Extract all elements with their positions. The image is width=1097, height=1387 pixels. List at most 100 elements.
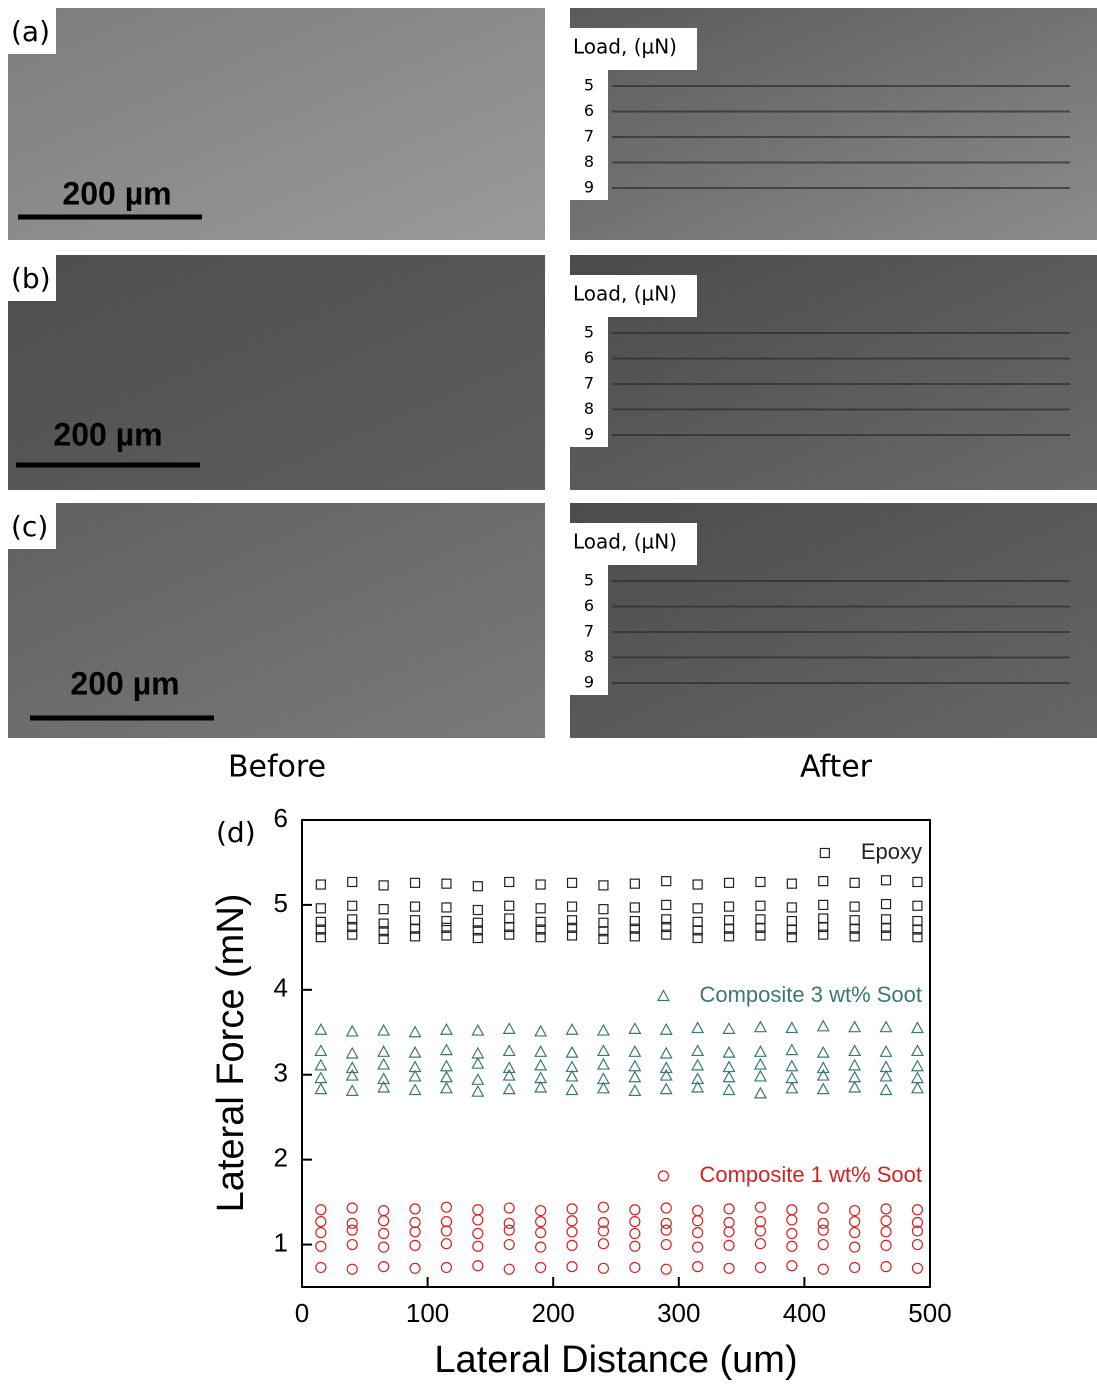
legend-label: Composite 1 wt% Soot <box>699 1162 922 1187</box>
point <box>535 903 546 914</box>
point <box>598 926 609 937</box>
point <box>535 1216 547 1228</box>
x-tick-label: 100 <box>406 1298 449 1328</box>
point <box>692 1241 704 1253</box>
y-tick-label: 1 <box>274 1227 288 1257</box>
point <box>786 924 797 935</box>
point <box>912 915 923 927</box>
point <box>753 1057 767 1070</box>
x-axis-label: Lateral Distance (um) <box>434 1339 797 1381</box>
panel-label-box <box>8 255 56 301</box>
load-title-box <box>570 275 697 317</box>
scale-bar-label: 200 µm <box>70 665 179 701</box>
point <box>502 1068 516 1081</box>
point <box>472 932 483 944</box>
point <box>660 1238 672 1251</box>
point <box>315 1240 327 1252</box>
point <box>723 1262 735 1274</box>
point <box>565 1022 579 1035</box>
point <box>408 1083 422 1096</box>
point <box>409 1262 421 1274</box>
point <box>723 1239 735 1251</box>
point <box>818 913 829 924</box>
point <box>347 876 358 888</box>
point <box>440 1225 453 1237</box>
point <box>441 930 452 941</box>
point <box>534 1080 548 1093</box>
point <box>597 1238 610 1250</box>
point <box>315 903 326 914</box>
load-value: 9 <box>584 673 594 692</box>
load-value: 6 <box>584 101 594 120</box>
point <box>910 1081 924 1094</box>
point <box>377 1023 391 1036</box>
point <box>566 877 578 888</box>
chart: (d) Lateral Distance (um) Lateral Force … <box>210 803 952 1381</box>
point <box>378 933 389 944</box>
point <box>912 932 923 943</box>
point <box>692 925 703 936</box>
y-tick-label: 2 <box>274 1143 288 1173</box>
point <box>440 1216 453 1228</box>
caption: Before <box>228 750 326 785</box>
micrograph-before <box>8 255 545 490</box>
y-tick-label: 4 <box>274 973 288 1003</box>
point <box>346 1263 358 1275</box>
point <box>409 1226 421 1238</box>
point <box>534 1024 548 1037</box>
point <box>660 1263 672 1275</box>
point <box>723 901 735 912</box>
point <box>471 1056 485 1069</box>
point <box>314 1022 328 1035</box>
point <box>315 1261 327 1274</box>
point <box>439 1022 453 1035</box>
point <box>471 1046 485 1059</box>
point <box>504 921 515 933</box>
point <box>378 918 389 929</box>
point <box>345 1046 359 1059</box>
point <box>722 1060 736 1073</box>
point <box>660 1202 672 1214</box>
x-tick-label: 300 <box>657 1298 700 1328</box>
load-list-box <box>570 317 608 447</box>
y-axis-label: Lateral Force (mN) <box>210 894 252 1213</box>
point <box>472 1260 484 1272</box>
point <box>345 1068 359 1081</box>
load-title: Load, (µN) <box>573 530 677 554</box>
point <box>785 1071 799 1084</box>
point <box>566 1215 578 1227</box>
point <box>629 1204 641 1216</box>
panel-label: (d) <box>216 816 256 849</box>
point <box>472 917 483 928</box>
point <box>816 1061 830 1074</box>
point <box>535 1204 547 1217</box>
point <box>502 1044 516 1057</box>
micrograph-before <box>8 8 545 240</box>
point <box>315 879 326 890</box>
point <box>472 1204 484 1216</box>
point <box>597 1225 610 1237</box>
point <box>910 1021 924 1034</box>
point <box>692 932 703 944</box>
scale-bar-label: 200 µm <box>53 416 162 452</box>
point <box>817 1224 829 1236</box>
point <box>472 1214 484 1226</box>
point <box>785 1021 799 1034</box>
point <box>378 1227 390 1240</box>
point <box>879 1020 893 1033</box>
point <box>565 1083 579 1096</box>
load-value: 6 <box>584 596 594 615</box>
point <box>692 1204 704 1217</box>
point <box>786 1240 798 1252</box>
point <box>535 1261 547 1274</box>
load-title-box <box>570 28 697 70</box>
point <box>628 1059 642 1072</box>
point <box>504 900 515 911</box>
point <box>439 1059 453 1072</box>
point <box>503 1202 515 1214</box>
point <box>503 1263 515 1275</box>
point <box>879 1045 893 1057</box>
point <box>692 1215 704 1227</box>
point <box>378 926 389 937</box>
load-value: 8 <box>584 647 594 666</box>
